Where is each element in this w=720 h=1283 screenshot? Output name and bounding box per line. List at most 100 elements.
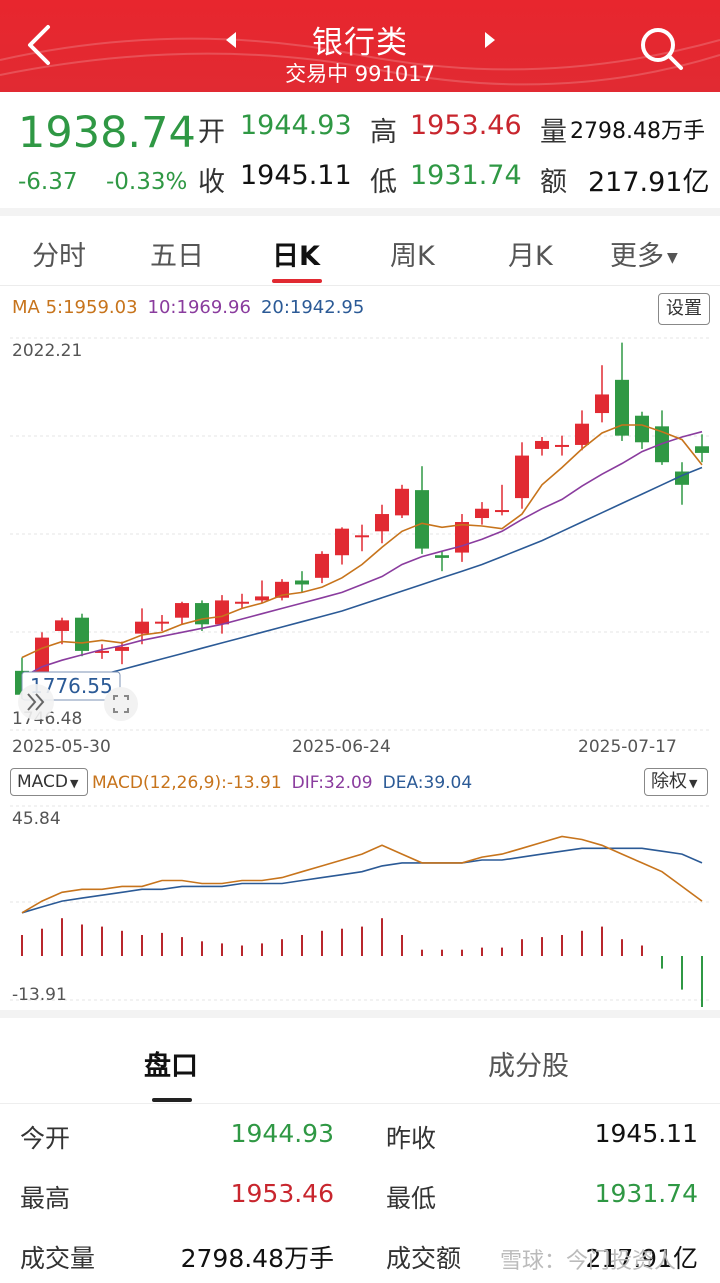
caret-down-icon: ▼ [689,777,698,790]
previous-stock-icon[interactable] [223,31,239,49]
ma-settings-button[interactable]: 设置 [658,293,710,325]
macd-lines [21,835,703,914]
adjustment-select[interactable]: 除权 ▼ [644,768,708,796]
prev-close-label: 收 [198,167,225,198]
tab-order-book[interactable]: 盘口 [144,1051,198,1082]
volume-value: 2798.48万手 [570,119,705,144]
candle-body [515,455,529,499]
detail-value: 2798.48万手 [180,1244,334,1273]
open-label: 开 [198,117,225,148]
section-divider-2 [0,1010,720,1018]
candle-body [195,603,209,625]
amount-value: 217.91亿 [588,167,710,198]
prev-close-value: 1945.11 [240,160,352,191]
detail-value: 1945.11 [594,1119,698,1148]
candle-body [635,415,649,443]
tab-weekly-k[interactable]: 周K [390,241,435,272]
current-price: 1938.74 [18,108,196,158]
candle-body [535,440,549,449]
candle-body [355,535,369,538]
kline-grid [10,337,710,731]
next-stock-icon[interactable] [482,31,498,49]
candle-body [695,446,709,453]
candle-body [235,601,249,604]
tab-monthly-k[interactable]: 月K [508,241,553,272]
back-arrow-icon[interactable] [22,22,58,68]
macd-histogram [21,918,703,1007]
macd-legend: MACD(12,26,9):-13.91 DIF:32.09 DEA:39.04 [92,773,472,793]
ma5-value: MA 5:1959.03 [12,297,138,318]
candle-body [375,514,389,532]
detail-tabs: 盘口 成分股 [0,1018,720,1104]
fullscreen-icon[interactable] [104,687,138,721]
expand-chevrons-icon[interactable] [18,684,54,720]
dif-value: DIF:32.09 [291,773,373,793]
tab-constituents[interactable]: 成分股 [488,1051,569,1082]
caret-down-icon: ▼ [667,249,678,266]
candle-body [115,646,129,651]
macd-chart[interactable]: 45.84 -13.91 [0,802,720,1007]
dea-line [21,847,703,914]
detail-value: 1931.74 [594,1179,698,1208]
candle-body [175,603,189,618]
date-label-end: 2025-07-17 [578,737,677,757]
page-title: 银行类 [312,25,408,61]
ma5-line [21,424,703,659]
dif-line [21,835,703,914]
macd-header: MACD ▼ MACD(12,26,9):-13.91 DIF:32.09 DEA:3… [0,766,720,802]
detail-value: 217.91亿 [585,1244,698,1273]
watermark: 雪球：今门投资人 [500,1249,677,1274]
candle-body [595,394,609,414]
ma20-value: 20:1942.95 [260,297,365,318]
date-label-start: 2025-05-30 [12,737,111,757]
detail-value: 1953.46 [230,1179,334,1208]
high-label: 高 [370,117,397,148]
macd-grid [10,805,710,1001]
candle-body [395,488,409,516]
tab-more-label: 更多 [610,241,664,272]
candle-body [315,553,329,578]
candle-body [335,528,349,556]
low-label: 低 [370,167,397,198]
trading-status-code: 交易中 991017 [285,62,435,86]
tab-five-day[interactable]: 五日 [150,241,204,272]
kline-chart[interactable]: 2022.21 1746.48 1776.55 [0,330,720,735]
candle-body [435,555,449,558]
low-value: 1931.74 [410,160,522,191]
search-icon[interactable] [637,24,685,72]
candle-body [575,423,589,445]
tab-daily-k[interactable]: 日K [272,241,320,272]
price-change: -6.37 [18,169,78,195]
macd-value: MACD(12,26,9):-13.91 [92,773,282,793]
section-divider [0,208,720,216]
candle-body [475,508,489,519]
macd-bottom-label: -13.91 [12,985,67,1005]
detail-label: 今开 [20,1124,71,1153]
kline-candles [15,342,709,699]
macd-top-label: 45.84 [12,809,61,829]
candle-body [275,581,289,598]
detail-label: 成交额 [386,1244,462,1273]
detail-label: 昨收 [386,1124,437,1153]
volume-label: 量 [540,117,567,148]
candle-body [615,379,629,436]
active-detail-tab-indicator [152,1098,192,1102]
candle-body [495,510,509,513]
candle-body [155,621,169,624]
y-max-label: 2022.21 [12,341,82,361]
quote-panel: 1938.74 -6.37 -0.33% 开 1944.93 高 1953.46… [0,92,720,208]
open-value: 1944.93 [240,110,352,141]
indicator-select[interactable]: MACD ▼ [10,768,88,796]
candle-body [75,617,89,651]
ma10-line [21,430,703,679]
tab-intraday[interactable]: 分时 [32,241,86,272]
tab-more[interactable]: 更多 ▼ [610,234,678,273]
candle-body [55,620,69,631]
kline-ma-lines [21,424,703,699]
date-label-mid: 2025-06-24 [292,737,391,757]
candle-body [95,650,109,653]
header-wave-decoration [0,37,720,86]
price-change-percent: -0.33% [106,169,188,195]
ma20-line [21,466,703,699]
candle-body [295,580,309,585]
